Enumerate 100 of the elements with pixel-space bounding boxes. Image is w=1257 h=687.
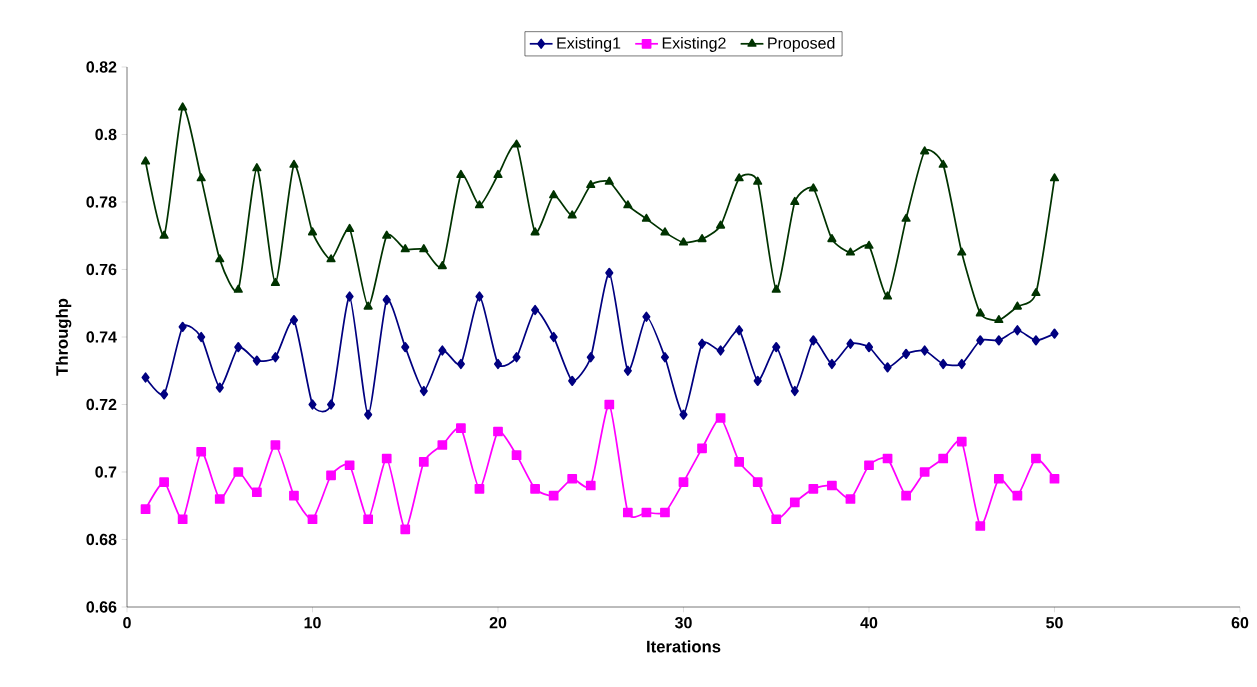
point: [1050, 328, 1059, 339]
point: [400, 244, 410, 253]
point: [790, 385, 799, 397]
y-tick-label: 0.72: [86, 398, 117, 411]
point: [345, 223, 355, 232]
point: [957, 247, 967, 256]
point: [1031, 287, 1041, 297]
point: [920, 146, 930, 155]
point: [530, 227, 540, 236]
point: [401, 341, 410, 353]
point: [1012, 301, 1022, 310]
point: [938, 159, 948, 168]
point: [734, 457, 745, 467]
point: [622, 507, 633, 518]
point: [252, 163, 262, 172]
point: [160, 389, 169, 400]
y-tick-label: 0.68: [86, 533, 117, 546]
point: [437, 260, 447, 270]
point: [604, 399, 615, 410]
point: [363, 301, 373, 310]
point: [252, 355, 261, 366]
point: [307, 514, 318, 525]
point: [474, 484, 485, 494]
point: [196, 173, 206, 182]
point: [920, 345, 929, 356]
point: [845, 494, 856, 504]
y-tick-label: 0.82: [86, 61, 117, 73]
point: [660, 352, 670, 363]
point: [214, 494, 225, 504]
point: [697, 233, 707, 243]
point: [790, 196, 800, 205]
point: [233, 284, 243, 293]
y-axis-title: Throughp: [55, 298, 72, 376]
legend-label: Existing1: [557, 37, 621, 52]
point: [939, 358, 948, 370]
point: [530, 484, 540, 494]
x-tick-label: 10: [304, 617, 321, 629]
point: [512, 352, 521, 363]
point: [326, 470, 336, 481]
point: [215, 254, 225, 263]
point: [270, 277, 280, 287]
x-tick-label: 60: [1231, 617, 1249, 629]
point: [493, 426, 503, 437]
point: [586, 352, 595, 363]
y-tick-label: 0.78: [86, 196, 117, 208]
point: [957, 358, 966, 370]
point: [679, 409, 688, 420]
point: [567, 210, 577, 219]
point: [846, 338, 855, 349]
point: [753, 375, 762, 387]
point: [270, 440, 281, 450]
point: [344, 460, 355, 471]
point: [531, 304, 540, 316]
y-tick-label: 0.76: [86, 263, 117, 276]
point: [919, 467, 930, 477]
point: [827, 358, 836, 370]
point: [735, 325, 744, 336]
point: [883, 362, 892, 373]
point: [438, 345, 447, 356]
point: [678, 237, 689, 246]
x-tick-label: 40: [860, 617, 878, 629]
point: [289, 159, 299, 168]
point: [177, 514, 188, 525]
y-tick-label: 0.7: [95, 466, 117, 478]
point: [864, 341, 874, 353]
point: [772, 341, 781, 353]
point: [605, 267, 614, 279]
point: [308, 399, 317, 410]
point: [493, 169, 503, 178]
point: [215, 382, 224, 393]
point: [753, 176, 763, 185]
point: [178, 102, 188, 111]
point: [289, 314, 299, 326]
point: [585, 480, 596, 491]
y-tick-label: 0.74: [86, 331, 117, 343]
point: [456, 169, 466, 178]
point: [976, 335, 985, 346]
point: [845, 247, 856, 256]
point: [326, 399, 336, 410]
point: [474, 200, 485, 209]
point: [549, 331, 558, 343]
point: [178, 321, 187, 333]
point: [771, 284, 781, 293]
x-axis-title: Iterations: [647, 640, 721, 653]
point: [381, 453, 392, 464]
point: [456, 423, 466, 433]
point: [307, 227, 318, 236]
point: [789, 497, 800, 508]
point: [159, 477, 169, 487]
point: [511, 139, 522, 148]
point: [864, 460, 874, 471]
point: [901, 490, 911, 501]
point: [975, 521, 986, 531]
point: [808, 484, 819, 494]
point: [1049, 173, 1060, 182]
point: [827, 233, 837, 243]
point: [289, 490, 299, 501]
point: [808, 183, 818, 192]
point: [734, 173, 744, 182]
point: [678, 477, 689, 487]
